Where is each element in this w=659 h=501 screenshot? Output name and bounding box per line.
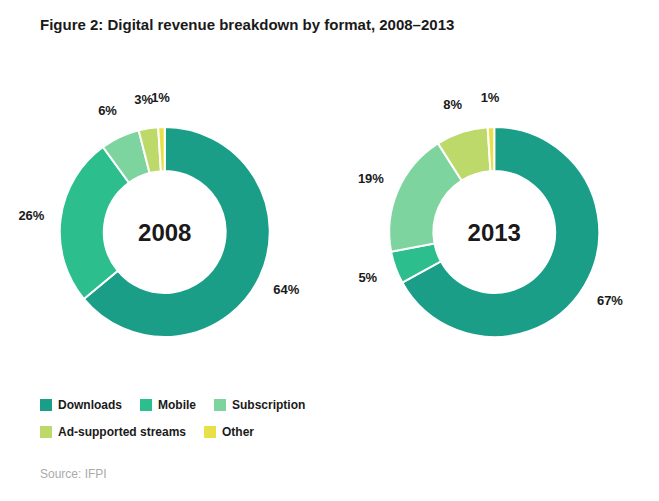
donut	[60, 127, 270, 337]
legend-swatch	[40, 426, 52, 438]
data-label: 64%	[273, 282, 299, 297]
legend-item: Ad-supported streams	[40, 425, 186, 439]
legend-label: Downloads	[58, 398, 122, 412]
legend-swatch	[214, 399, 226, 411]
data-label: 67%	[597, 293, 623, 308]
center-label: 2008	[138, 219, 191, 246]
legend-swatch	[204, 426, 216, 438]
center-label: 2013	[468, 219, 521, 246]
legend-swatch	[140, 399, 152, 411]
data-label: 5%	[358, 270, 377, 285]
title: Figure 2: Digital revenue breakdown by f…	[40, 16, 454, 33]
slice	[488, 127, 495, 171]
data-label: 26%	[18, 208, 44, 223]
legend-item: Other	[204, 425, 254, 439]
data-label: 6%	[98, 103, 117, 118]
background	[0, 0, 659, 501]
data-label: 1%	[151, 90, 170, 105]
chart: Figure 2: Digital revenue breakdown by f…	[0, 0, 659, 501]
legend-label: Other	[222, 425, 254, 439]
data-label: 8%	[443, 97, 462, 112]
data-label: 19%	[358, 171, 384, 186]
legend-swatch	[40, 399, 52, 411]
legend-label: Mobile	[158, 398, 196, 412]
slice	[438, 127, 490, 180]
annotation: Source: IFPI	[40, 467, 107, 481]
data-label: 1%	[481, 90, 500, 105]
slice	[158, 127, 165, 171]
legend-item: Subscription	[214, 398, 305, 412]
legend: Downloads Mobile Subscription Ad-supported …	[40, 398, 305, 439]
donut	[389, 127, 599, 337]
slice	[139, 127, 161, 173]
slice	[84, 127, 270, 337]
legend-label: Ad-supported streams	[58, 425, 186, 439]
legend-item: Mobile	[140, 398, 196, 412]
legend-label: Subscription	[232, 398, 305, 412]
legend-item: Downloads	[40, 398, 122, 412]
